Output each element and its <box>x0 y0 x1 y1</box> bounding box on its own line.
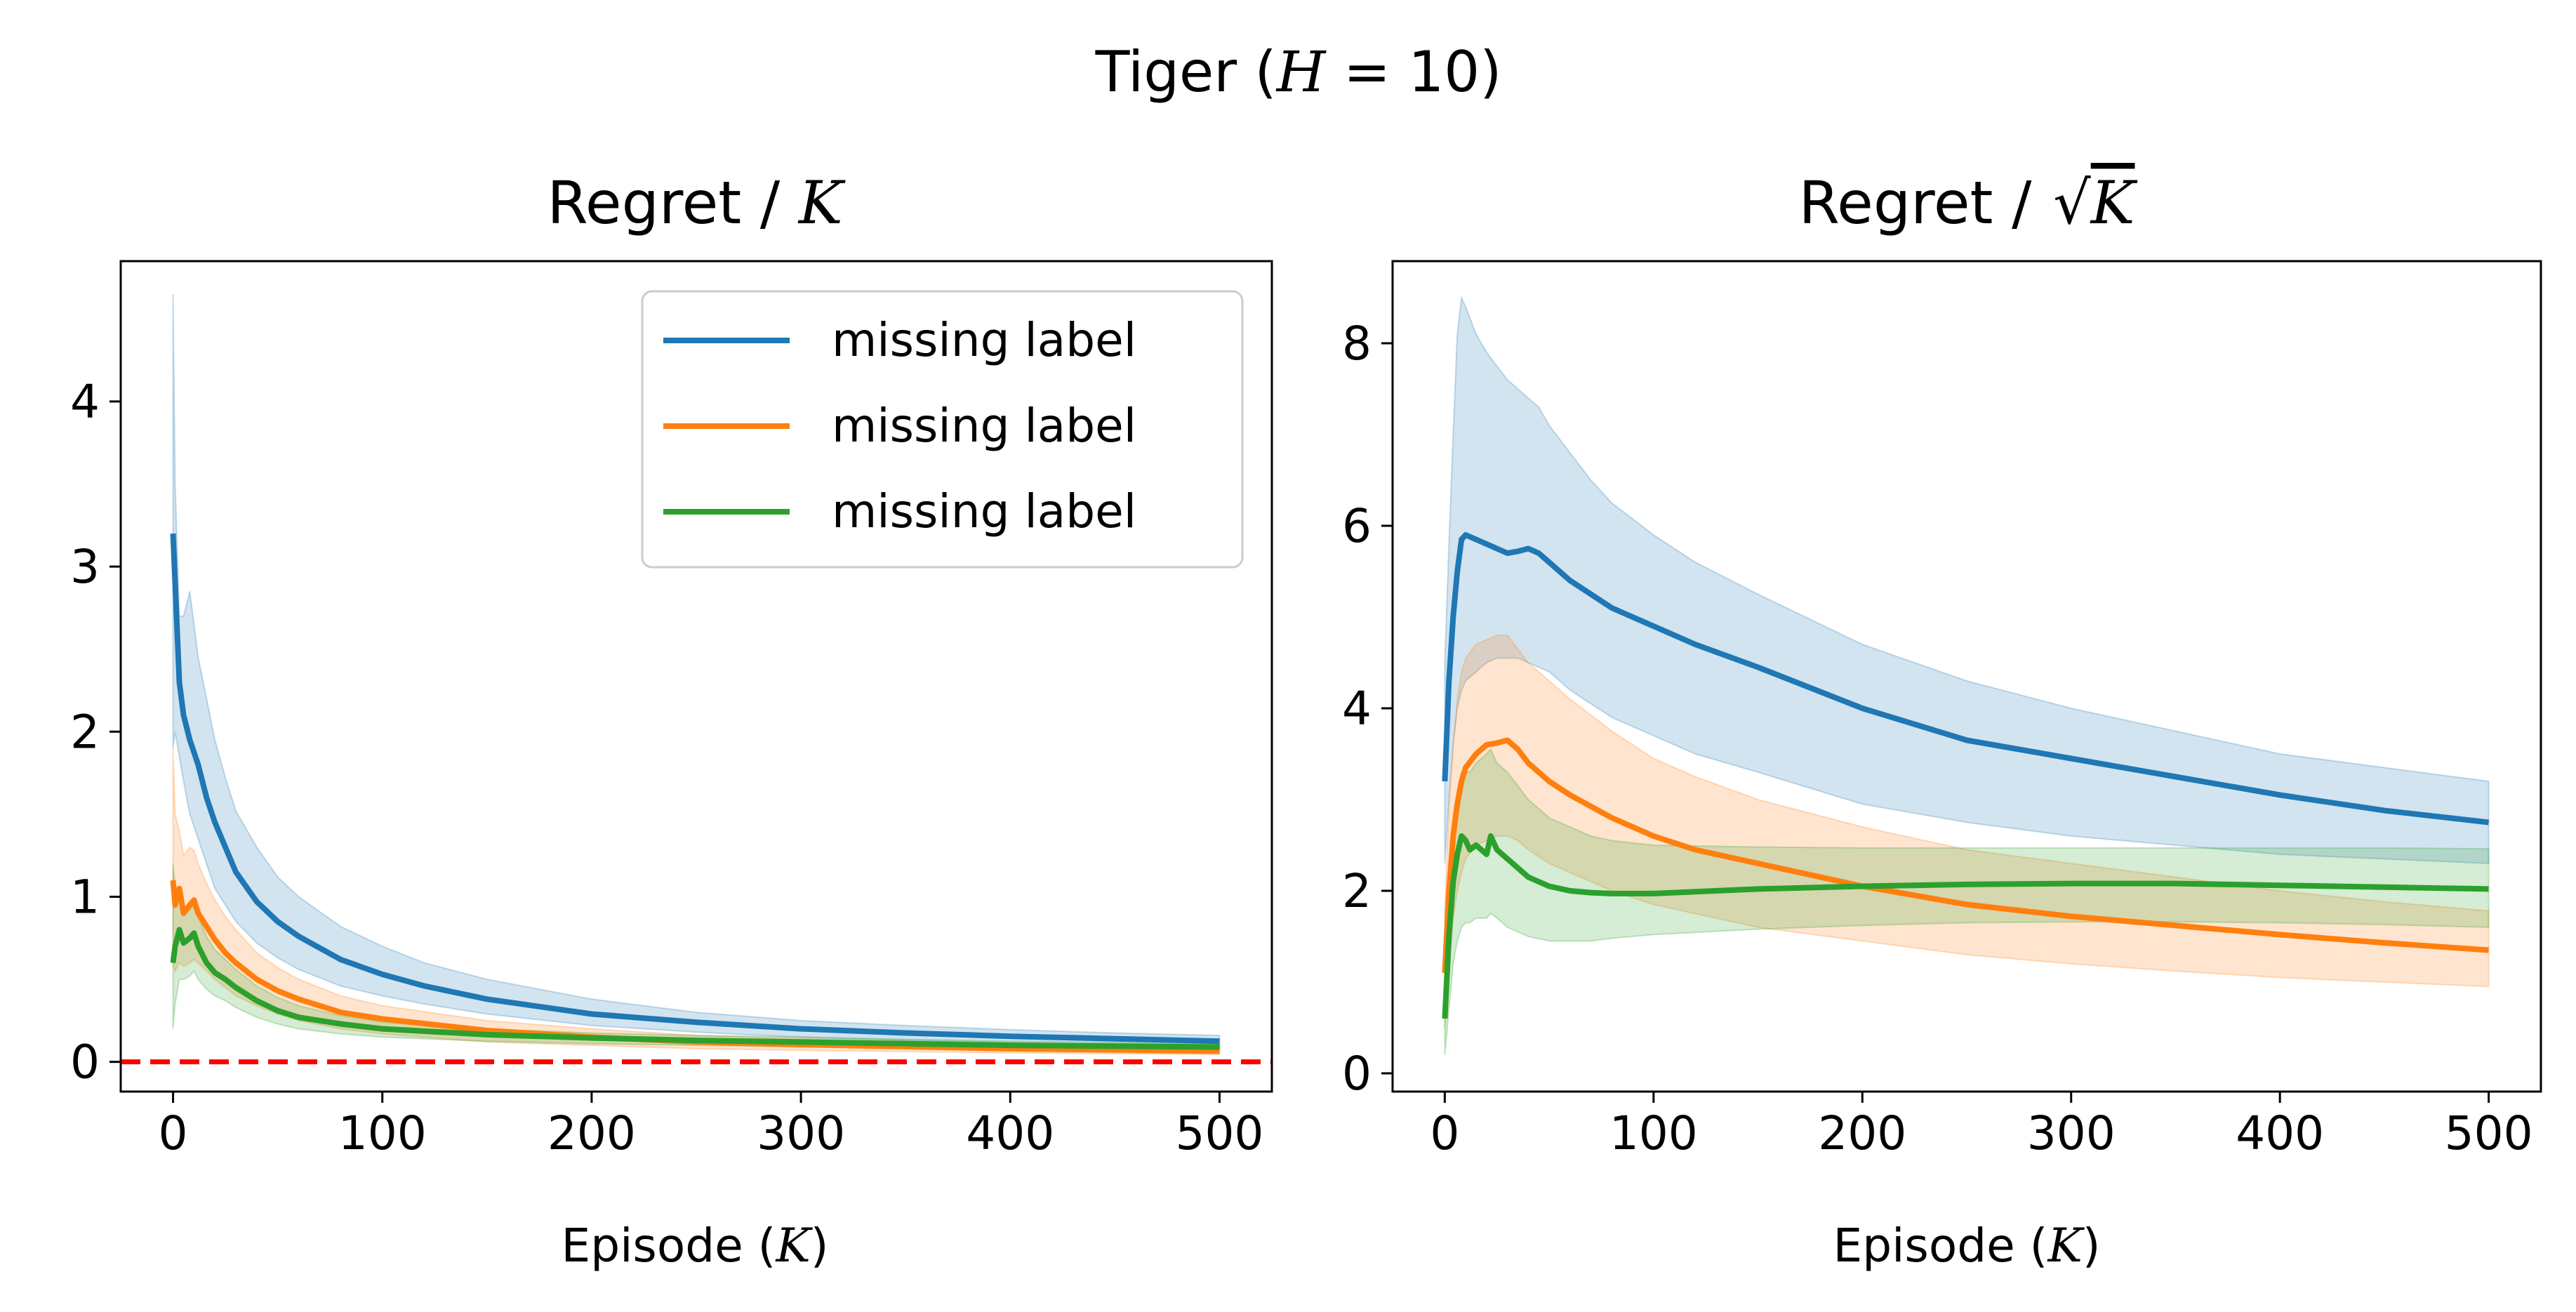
y-axis-ticks: 0 2 4 6 8 <box>1342 317 1393 1101</box>
figure-suptitle: Tiger (H = 10) <box>1095 39 1502 105</box>
y-tick-label: 3 <box>70 540 100 594</box>
panel-title: Regret / √K <box>1799 168 2138 237</box>
series-line <box>1442 833 2489 1019</box>
x-tick-label: 300 <box>2027 1106 2116 1160</box>
y-axis-ticks: 0 1 2 3 4 <box>70 375 121 1089</box>
y-tick-label: 2 <box>70 705 100 759</box>
series-lines <box>170 533 1220 1054</box>
panel-regret-over-k: Regret / K 0 100 200 300 400 500 0 1 2 3 4 Episod… <box>70 168 1273 1273</box>
x-axis-ticks: 0 100 200 300 400 500 <box>1430 1092 2533 1160</box>
x-tick-label: 100 <box>1609 1106 1698 1160</box>
x-axis-ticks: 0 100 200 300 400 500 <box>159 1092 1263 1160</box>
x-tick-label: 0 <box>1430 1106 1459 1160</box>
series-lines <box>1442 532 2490 1019</box>
x-tick-label: 400 <box>2236 1106 2324 1160</box>
x-tick-label: 300 <box>757 1106 845 1160</box>
legend: missing label missing label missing labe… <box>641 290 1244 569</box>
x-tick-label: 400 <box>966 1106 1054 1160</box>
y-tick-label: 8 <box>1342 317 1372 371</box>
x-tick-label: 100 <box>338 1106 427 1160</box>
axes-frame <box>1391 260 2542 1093</box>
confidence-band <box>172 748 1221 1056</box>
y-tick-label: 0 <box>70 1035 100 1089</box>
y-tick-label: 1 <box>70 870 100 924</box>
series-line <box>170 927 1220 1050</box>
y-tick-label: 4 <box>1342 682 1372 736</box>
x-tick-label: 0 <box>159 1106 188 1160</box>
panel-regret-over-sqrt-k: Regret / √K 0 100 200 300 400 500 0 2 4 6 8 Episo… <box>1342 168 2542 1273</box>
y-tick-label: 0 <box>1342 1047 1372 1101</box>
series-line <box>1442 737 2489 974</box>
x-tick-label: 200 <box>1818 1106 1906 1160</box>
axes-frame <box>119 260 1273 1093</box>
x-axis-label: Episode (K) <box>562 1219 829 1273</box>
legend-frame <box>641 290 1244 569</box>
legend-label: missing label <box>832 399 1136 453</box>
legend-label: missing label <box>832 484 1136 538</box>
x-tick-label: 500 <box>1175 1106 1263 1160</box>
series-line <box>170 533 1220 1045</box>
confidence-band <box>1444 295 2490 865</box>
series-line <box>1442 532 2490 826</box>
x-tick-label: 500 <box>2445 1106 2533 1160</box>
y-tick-label: 2 <box>1342 864 1372 918</box>
legend-label: missing label <box>832 313 1136 367</box>
y-tick-label: 4 <box>70 375 100 429</box>
x-axis-label: Episode (K) <box>1833 1219 2101 1273</box>
x-tick-label: 200 <box>547 1106 636 1160</box>
panel-title: Regret / K <box>547 168 846 237</box>
y-tick-label: 6 <box>1342 499 1372 553</box>
